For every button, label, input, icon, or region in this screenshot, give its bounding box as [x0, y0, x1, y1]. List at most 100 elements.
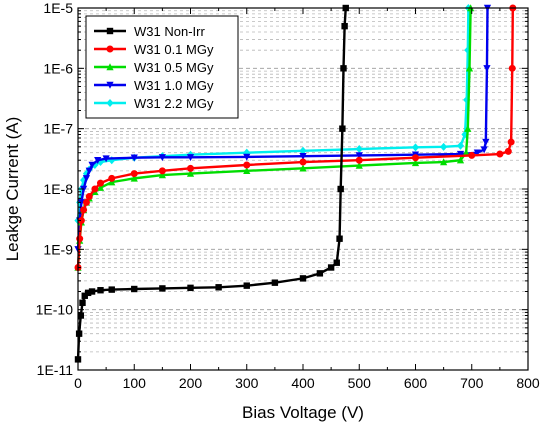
legend-entry: W31 0.5 MGy: [94, 60, 214, 75]
data-point: [507, 138, 515, 146]
data-point: [411, 143, 420, 152]
data-point: [339, 125, 346, 132]
legend-entry: W31 1.0 MGy: [94, 78, 214, 93]
data-point: [355, 152, 363, 160]
data-point: [456, 156, 465, 164]
data-point: [465, 64, 474, 72]
x-tick-label: 500: [348, 375, 372, 391]
plot-series: [74, 4, 517, 363]
data-point: [76, 235, 84, 243]
x-tick-label: 0: [74, 375, 82, 391]
data-point: [97, 287, 104, 294]
y-tick-label: 1E-10: [36, 302, 74, 318]
y-tick-label: 1E-7: [43, 121, 73, 137]
data-point: [85, 167, 93, 175]
series-w31-0-1-mgy: [74, 4, 517, 271]
y-tick-label: 1E-9: [43, 241, 73, 257]
data-point: [480, 146, 488, 154]
legend-entry: W31 0.1 MGy: [94, 42, 214, 57]
data-point: [186, 154, 195, 162]
data-point: [496, 150, 504, 158]
data-point: [108, 286, 115, 293]
data-point: [80, 206, 88, 214]
data-point: [108, 174, 116, 182]
legend-marker: [106, 45, 114, 53]
data-point: [337, 185, 344, 193]
legend-marker: [106, 63, 114, 71]
data-point: [355, 156, 363, 164]
data-point: [97, 179, 104, 187]
data-point: [299, 275, 307, 282]
data-point: [77, 217, 85, 225]
legend-marker: [106, 99, 114, 107]
x-tick-label: 200: [179, 375, 203, 391]
x-axis-title: Bias Voltage (V): [242, 403, 364, 422]
data-point: [85, 193, 93, 201]
data-point: [243, 167, 251, 175]
data-point: [333, 259, 340, 266]
data-point: [77, 199, 85, 207]
y-tick-labels: 1E-11 1E-10 1E-9 1E-8 1E-7 1E-6 1E-5: [36, 0, 74, 378]
x-tick-label: 700: [460, 375, 484, 391]
series-w31-1-0-mgy: [74, 4, 492, 254]
data-point: [412, 154, 419, 162]
legend-entry: W31 Non-Irr: [94, 24, 205, 39]
axis-ticks: [77, 7, 529, 371]
x-tick-label: 800: [516, 375, 540, 391]
data-point: [80, 176, 88, 185]
data-point: [327, 264, 335, 271]
data-point: [186, 169, 195, 177]
y-tick-label: 1E-11: [37, 362, 74, 378]
legend-label: W31 1.0 MGy: [134, 78, 214, 93]
data-point: [108, 156, 116, 165]
data-point: [411, 159, 420, 167]
data-point: [473, 149, 481, 157]
data-point: [243, 282, 250, 289]
data-point: [82, 198, 90, 206]
data-point: [130, 174, 138, 182]
y-axis-title: Leakge Current (A): [3, 117, 22, 262]
data-point: [440, 158, 448, 166]
series-w31-non-irr: [74, 4, 349, 363]
data-point: [79, 299, 86, 306]
x-tick-labels: 0 100 200 300 400 500 600 700 800: [74, 375, 540, 391]
x-tick-label: 400: [291, 375, 315, 391]
data-point: [243, 153, 251, 161]
data-point: [82, 169, 91, 178]
data-point: [456, 150, 465, 158]
data-point: [88, 288, 96, 295]
data-point: [82, 175, 91, 183]
data-point: [462, 148, 470, 156]
y-tick-label: 1E-5: [43, 0, 73, 16]
y-tick-label: 1E-8: [43, 181, 73, 197]
data-point: [130, 170, 138, 178]
data-point: [96, 158, 105, 167]
data-point: [299, 146, 307, 155]
data-point: [158, 171, 166, 179]
data-point: [464, 124, 472, 132]
x-tick-label: 600: [404, 375, 428, 391]
data-point: [96, 183, 105, 191]
data-point: [158, 154, 166, 162]
data-point: [94, 157, 102, 165]
legend-marker: [106, 27, 114, 35]
data-point: [456, 141, 465, 150]
data-point: [482, 138, 490, 146]
data-point: [483, 65, 491, 73]
legend-label: W31 0.1 MGy: [134, 42, 214, 57]
data-point: [316, 270, 324, 277]
legend-label: W31 0.5 MGy: [134, 60, 214, 75]
data-point: [131, 285, 138, 293]
data-point: [158, 167, 166, 175]
data-point: [504, 147, 512, 155]
series-line: [76, 7, 515, 268]
data-point: [299, 158, 307, 166]
data-point: [159, 285, 166, 292]
data-point: [102, 155, 110, 163]
data-point: [243, 161, 251, 169]
data-point: [215, 284, 222, 291]
data-point: [81, 292, 88, 299]
x-tick-label: 100: [123, 375, 147, 391]
legend: W31 Non-Irr W31 0.1 MGy W31 0.5 MGy W31 1.0…: [85, 15, 239, 119]
legend-entries: W31 Non-Irr W31 0.1 MGy W31 0.5 MGy W31 1.0…: [94, 24, 214, 111]
